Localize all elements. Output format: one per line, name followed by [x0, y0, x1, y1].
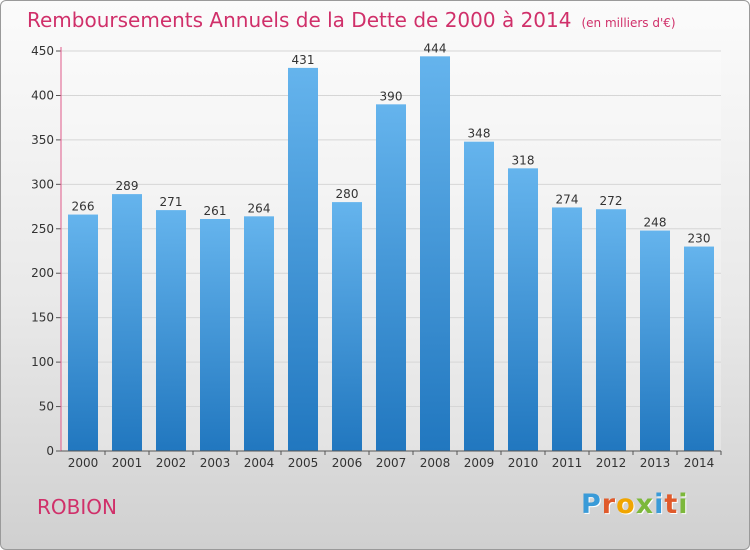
x-tick-label: 2004 — [244, 456, 275, 470]
proxiti-logo[interactable]: Proxiti — [581, 489, 689, 520]
y-tick-label: 0 — [46, 444, 54, 458]
chart-title-text: Remboursements Annuels de la Dette de 20… — [27, 8, 572, 32]
data-label-2005: 431 — [292, 53, 315, 67]
x-tick-label: 2006 — [332, 456, 363, 470]
y-tick-label: 50 — [39, 400, 54, 414]
data-label-2006: 280 — [336, 187, 359, 201]
axes — [56, 47, 722, 455]
bar-2005 — [288, 67, 318, 451]
x-tick-label: 2012 — [596, 456, 627, 470]
logo-letter: i — [654, 489, 665, 520]
data-label-2008: 444 — [424, 41, 447, 55]
logo-letter: o — [616, 489, 636, 520]
y-tick-label: 300 — [31, 177, 54, 191]
data-label-2014: 230 — [688, 232, 711, 246]
data-label-2004: 264 — [248, 201, 271, 215]
bar-2009 — [464, 141, 494, 451]
x-tick-label: 2013 — [640, 456, 671, 470]
bar-2001 — [112, 194, 142, 451]
data-label-2010: 318 — [512, 153, 535, 167]
data-label-2003: 261 — [204, 204, 227, 218]
bar-2007 — [376, 104, 406, 451]
data-label-2013: 248 — [644, 216, 667, 230]
bar-2004 — [244, 216, 274, 451]
bars — [68, 56, 714, 452]
bar-2002 — [156, 210, 186, 451]
y-tick-label: 450 — [31, 44, 54, 58]
x-tick-label: 2011 — [552, 456, 583, 470]
x-tick-label: 2014 — [684, 456, 715, 470]
bar-2010 — [508, 168, 538, 452]
logo-letter: i — [678, 489, 689, 520]
x-tick-label: 2000 — [68, 456, 99, 470]
logo-letter: r — [601, 489, 617, 520]
bar-2011 — [552, 207, 582, 451]
bar-2014 — [684, 246, 714, 451]
data-label-2011: 274 — [556, 192, 579, 206]
y-tick-label: 250 — [31, 222, 54, 236]
y-tick-label: 400 — [31, 88, 54, 102]
bar-2008 — [420, 56, 450, 451]
bar-2012 — [596, 209, 626, 451]
chart-unit-label: (en milliers d'€) — [581, 16, 676, 30]
commune-name: ROBION — [37, 495, 117, 519]
x-tick-label: 2007 — [376, 456, 407, 470]
bar-2003 — [200, 219, 230, 451]
data-label-2000: 266 — [72, 200, 95, 214]
y-tick-label: 200 — [31, 266, 54, 280]
data-label-2002: 271 — [160, 195, 183, 209]
chart-title: Remboursements Annuels de la Dette de 20… — [27, 8, 676, 32]
bar-2006 — [332, 202, 362, 451]
data-label-2009: 348 — [468, 127, 491, 141]
data-label-2001: 289 — [116, 179, 139, 193]
y-tick-label: 350 — [31, 133, 54, 147]
data-label-2007: 390 — [380, 89, 403, 103]
x-tick-label: 2003 — [200, 456, 231, 470]
logo-letter: x — [635, 489, 655, 520]
y-tick-label: 100 — [31, 355, 54, 369]
bar-2013 — [640, 230, 670, 451]
bar-2000 — [68, 214, 98, 451]
labels: 0 50 100 150 200 250 300 350 400 450 266 2000 289 200… — [31, 41, 714, 470]
logo-letter: t — [664, 489, 679, 520]
x-tick-label: 2002 — [156, 456, 187, 470]
x-tick-label: 2009 — [464, 456, 495, 470]
x-tick-label: 2005 — [288, 456, 319, 470]
logo-letter: P — [581, 489, 602, 520]
x-tick-label: 2010 — [508, 456, 539, 470]
data-label-2012: 272 — [600, 194, 623, 208]
x-tick-label: 2008 — [420, 456, 451, 470]
y-tick-label: 150 — [31, 311, 54, 325]
x-tick-label: 2001 — [112, 456, 143, 470]
